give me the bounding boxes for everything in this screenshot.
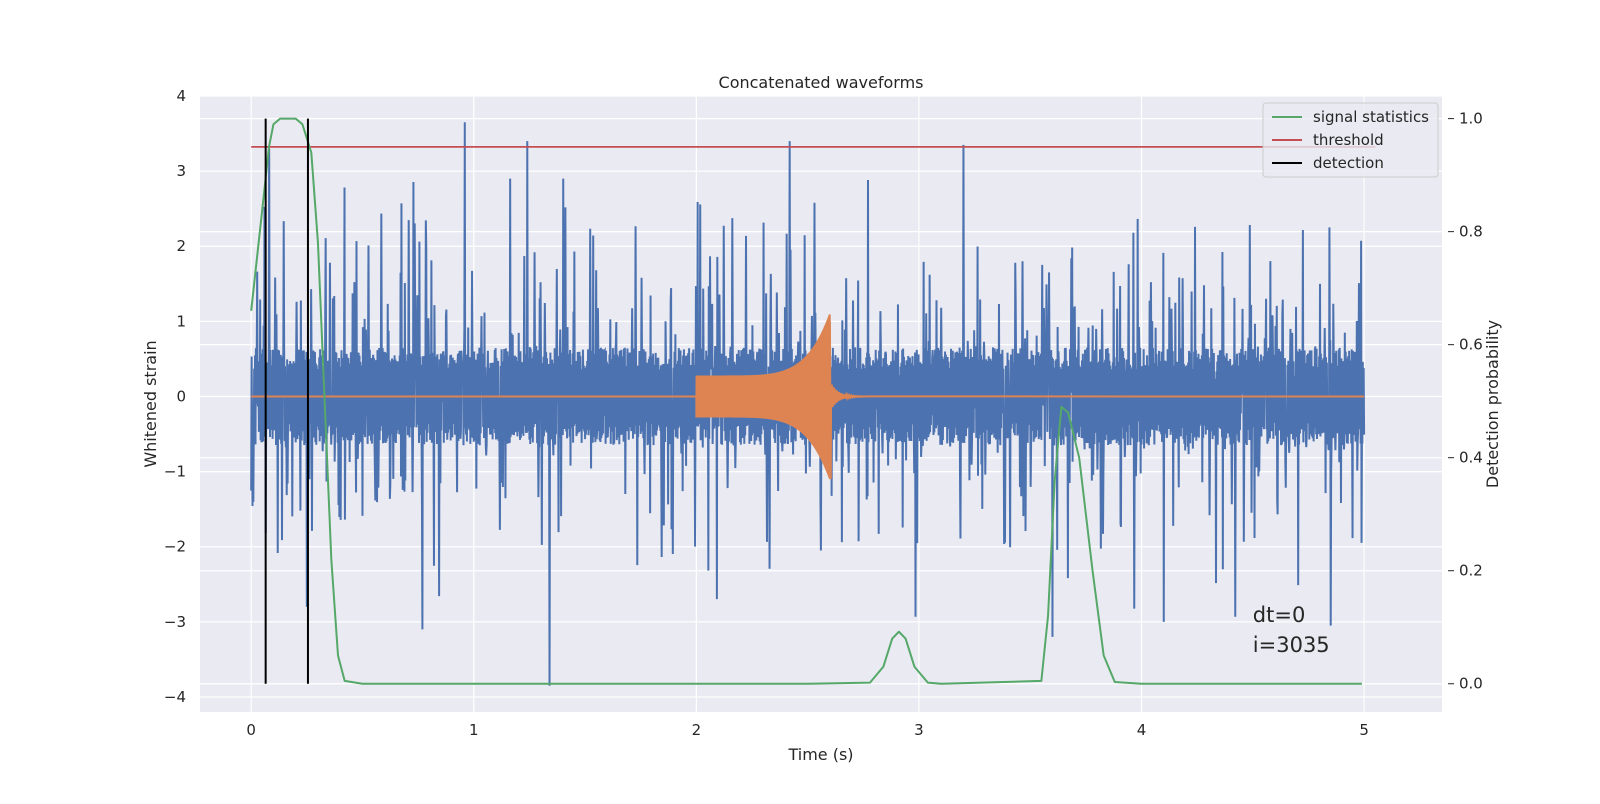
x-tick-label: 0 bbox=[246, 721, 256, 739]
y-right-tick-label: 0.2 bbox=[1459, 562, 1483, 580]
y-tick-label: 2 bbox=[176, 237, 186, 255]
y-right-axis-label: Detection probability bbox=[1483, 320, 1502, 488]
y-right-tick-label: 0.0 bbox=[1459, 675, 1483, 693]
y-tick-label: 4 bbox=[176, 87, 186, 105]
legend-label-signal-statistics: signal statistics bbox=[1313, 108, 1429, 126]
legend-box bbox=[1262, 102, 1439, 178]
x-tick-label: 5 bbox=[1359, 721, 1369, 739]
y-tick-label: 3 bbox=[176, 162, 186, 180]
legend: signal statistics threshold detection bbox=[1262, 102, 1439, 178]
legend-label-detection: detection bbox=[1313, 154, 1384, 172]
y-tick-label: −4 bbox=[164, 688, 186, 706]
x-tick-label: 4 bbox=[1137, 721, 1147, 739]
ticks: 0 1 2 3 4 5 4 3 2 1 0 −1 −2 −3 −4 1.0 0.8 0.6 0.4 0.2 0.0 bbox=[164, 87, 1483, 739]
y-tick-label: −2 bbox=[164, 538, 186, 556]
y-tick-label: −1 bbox=[164, 463, 186, 481]
x-tick-label: 2 bbox=[692, 721, 702, 739]
y-axis-label: Whitened strain bbox=[141, 340, 160, 467]
y-tick-label: −3 bbox=[164, 613, 186, 631]
annotation-index: i=3035 bbox=[1253, 633, 1330, 657]
y-right-tick-label: 1.0 bbox=[1459, 110, 1483, 128]
y-right-tick-label: 0.4 bbox=[1459, 449, 1483, 467]
x-tick-label: 1 bbox=[469, 721, 479, 739]
y-right-tick-label: 0.6 bbox=[1459, 336, 1483, 354]
legend-label-threshold: threshold bbox=[1313, 131, 1384, 149]
annotation-dt: dt=0 bbox=[1253, 603, 1306, 627]
y-tick-label: 0 bbox=[176, 387, 186, 405]
plot-series bbox=[250, 117, 1376, 686]
x-tick-label: 3 bbox=[914, 721, 924, 739]
y-right-tick-label: 0.8 bbox=[1459, 223, 1483, 241]
y-tick-label: 1 bbox=[176, 312, 186, 330]
chart-title: Concatenated waveforms bbox=[719, 73, 924, 92]
injected-signal-line bbox=[251, 314, 1365, 480]
x-axis-label: Time (s) bbox=[787, 745, 853, 764]
signal-statistics-line bbox=[250, 117, 1362, 685]
